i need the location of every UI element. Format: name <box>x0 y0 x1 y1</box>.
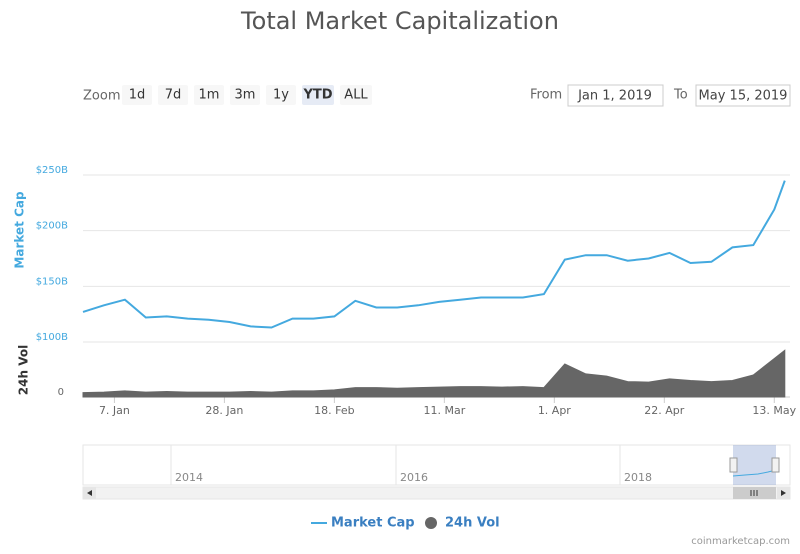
market-cap-line <box>82 180 786 329</box>
x-tick-label: 28. Jan <box>205 404 243 417</box>
scrollbar <box>82 486 791 500</box>
zoom-button-label: 7d <box>165 88 182 103</box>
zoom-button-label: 1d <box>129 88 146 103</box>
y-tick-label: $200B <box>36 221 68 232</box>
zoom-button-label: 1m <box>199 88 220 103</box>
x-tick-label: 11. Mar <box>423 404 465 417</box>
x-tick-label: 13. May <box>752 404 796 417</box>
x-tick-label: 18. Feb <box>314 404 354 417</box>
legend-label[interactable]: 24h Vol <box>445 516 500 531</box>
from-value: Jan 1, 2019 <box>577 89 652 104</box>
zoom-button[interactable] <box>194 85 224 105</box>
y2-axis-title: 24h Vol <box>17 345 31 395</box>
arrow <box>781 490 786 496</box>
zoom-button[interactable] <box>158 85 188 105</box>
navigator <box>82 444 791 486</box>
credit: coinmarketcap.com <box>691 536 790 547</box>
zoom-button-label: 3m <box>235 88 256 103</box>
zoom-button-label: ALL <box>344 88 368 103</box>
y-tick-label: $250B <box>36 165 68 176</box>
zoom-button[interactable] <box>340 85 372 105</box>
volume-area <box>82 349 786 398</box>
zoom-button-label: 1y <box>273 88 289 103</box>
navigator-handle[interactable] <box>729 457 738 473</box>
zoom-button[interactable] <box>302 85 334 105</box>
navigator-label: 2014 <box>175 471 203 484</box>
zoom-button[interactable] <box>266 85 296 105</box>
y2-tick-label: 0 <box>58 387 64 398</box>
chart-title: Total Market Capitalization <box>240 7 559 35</box>
legend-label[interactable]: Market Cap <box>331 516 415 531</box>
x-tick-label: 7. Jan <box>99 404 130 417</box>
zoom-button[interactable] <box>230 85 260 105</box>
x-tick-label: 1. Apr <box>538 404 571 417</box>
x-tick-label: 22. Apr <box>644 404 684 417</box>
legend-symbol <box>425 517 437 529</box>
to-input[interactable] <box>695 84 791 107</box>
navigator-selection[interactable] <box>733 445 776 485</box>
from-input[interactable] <box>567 84 664 107</box>
to-value: May 15, 2019 <box>699 89 788 104</box>
y-tick-label: $100B <box>36 332 68 343</box>
navigator-series <box>732 469 777 477</box>
from-label: From <box>530 88 562 103</box>
navigator-handle[interactable] <box>771 457 780 473</box>
zoom-button[interactable] <box>122 85 152 105</box>
navigator-label: 2018 <box>624 471 652 484</box>
zoom-label: Zoom <box>83 89 120 104</box>
y-axis-title: Market Cap <box>13 191 27 269</box>
arrow <box>87 490 92 496</box>
zoom-button-label: YTD <box>302 88 332 103</box>
to-label: To <box>673 88 688 103</box>
thumb-grip <box>750 490 758 496</box>
y-tick-label: $150B <box>36 276 68 287</box>
navigator-label: 2016 <box>400 471 428 484</box>
